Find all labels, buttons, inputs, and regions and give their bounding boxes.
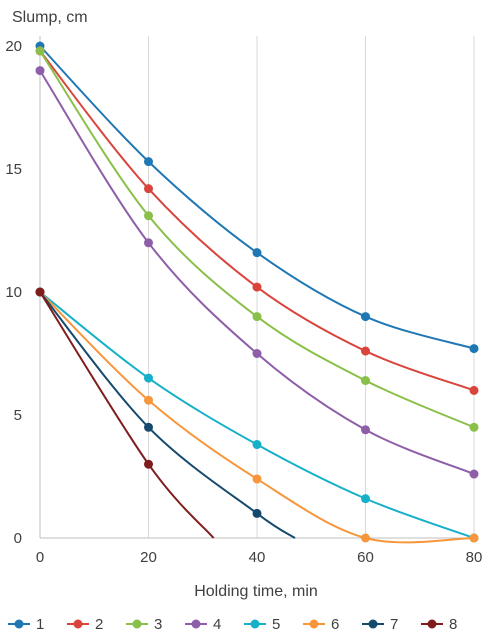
data-point-series-3 bbox=[361, 376, 370, 386]
data-point-series-4 bbox=[252, 349, 262, 358]
data-point-series-1 bbox=[361, 312, 370, 322]
data-point-series-2 bbox=[469, 385, 479, 395]
series-line-2 bbox=[39, 50, 475, 392]
data-point-series-7 bbox=[144, 422, 153, 432]
y-tick-label: 15 bbox=[5, 161, 22, 178]
data-point-series-3 bbox=[144, 211, 153, 221]
y-tick-label: 10 bbox=[5, 284, 22, 301]
x-tick-label: 40 bbox=[249, 549, 266, 566]
legend-swatch-marker-3 bbox=[132, 619, 142, 629]
y-tick-label: 20 bbox=[5, 38, 22, 55]
data-point-series-2 bbox=[252, 282, 262, 292]
data-point-series-5 bbox=[361, 494, 370, 504]
series-lines bbox=[39, 45, 475, 544]
data-point-series-3 bbox=[469, 422, 479, 432]
x-tick-label: 80 bbox=[466, 549, 483, 566]
data-point-series-3 bbox=[35, 46, 45, 56]
legend-label-7: 7 bbox=[390, 616, 398, 631]
legend-label-1: 1 bbox=[36, 616, 44, 631]
series-line-4 bbox=[39, 70, 475, 475]
data-point-series-7 bbox=[252, 508, 262, 518]
data-point-series-5 bbox=[144, 373, 153, 383]
legend-label-6: 6 bbox=[331, 616, 339, 631]
data-point-series-4 bbox=[144, 238, 153, 248]
legend-label-8: 8 bbox=[449, 616, 457, 631]
data-point-series-4 bbox=[361, 425, 370, 435]
data-point-series-6 bbox=[361, 533, 370, 543]
data-point-series-1 bbox=[252, 248, 262, 258]
x-axis-title: Holding time, min bbox=[194, 583, 318, 600]
legend-swatch-marker-6 bbox=[309, 619, 319, 629]
x-tick-label: 20 bbox=[140, 549, 157, 566]
data-point-series-1 bbox=[144, 157, 153, 167]
legend: 1 2 3 4 5 6 7 8 bbox=[8, 616, 457, 631]
grid bbox=[148, 36, 475, 538]
data-point-series-5 bbox=[252, 440, 262, 450]
legend-swatch-marker-5 bbox=[250, 619, 260, 629]
data-point-series-6 bbox=[252, 474, 262, 484]
x-tick-label: 0 bbox=[36, 549, 44, 566]
y-tick-label: 0 bbox=[14, 530, 22, 547]
legend-label-5: 5 bbox=[272, 616, 280, 631]
series-points bbox=[35, 41, 479, 543]
data-point-series-3 bbox=[252, 312, 262, 322]
y-axis-title: Slump, cm bbox=[12, 9, 88, 26]
legend-label-2: 2 bbox=[95, 616, 103, 631]
x-tick-label: 60 bbox=[357, 549, 374, 566]
data-point-series-2 bbox=[361, 346, 370, 356]
data-point-series-6 bbox=[469, 533, 479, 543]
legend-swatch-marker-8 bbox=[427, 619, 437, 629]
data-point-series-1 bbox=[469, 344, 479, 354]
data-point-series-4 bbox=[469, 469, 479, 479]
legend-swatch-marker-2 bbox=[73, 619, 83, 629]
legend-swatch-marker-1 bbox=[14, 619, 24, 629]
data-point-series-6 bbox=[144, 395, 153, 405]
axes bbox=[39, 36, 474, 539]
data-point-series-4 bbox=[35, 66, 45, 76]
legend-label-4: 4 bbox=[213, 616, 221, 631]
tick-labels: 0 20 40 60 80 0 5 10 15 20 bbox=[5, 38, 482, 566]
series-line-7 bbox=[39, 291, 296, 539]
legend-swatch-marker-4 bbox=[191, 619, 201, 629]
legend-label-3: 3 bbox=[154, 616, 162, 631]
data-point-series-2 bbox=[144, 184, 153, 194]
series-line-3 bbox=[39, 50, 475, 429]
legend-swatch-marker-7 bbox=[368, 619, 378, 629]
data-point-series-8 bbox=[144, 459, 153, 469]
y-tick-label: 5 bbox=[14, 407, 22, 424]
data-point-series-8 bbox=[35, 287, 45, 297]
series-line-8 bbox=[39, 291, 215, 539]
